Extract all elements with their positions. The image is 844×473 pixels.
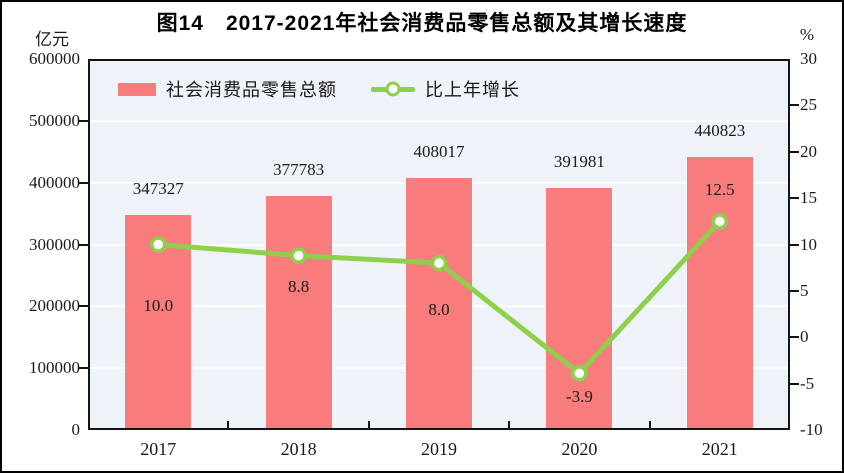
left-axis-label-0: 0	[71, 420, 81, 439]
right-tick-15	[790, 197, 799, 200]
line-marker-2021	[711, 213, 729, 230]
bar-2021	[686, 157, 753, 430]
legend-bar-swatch	[118, 82, 156, 96]
growth-value-label-2018: 8.8	[287, 276, 310, 296]
growth-line-series	[149, 213, 729, 382]
left-axis-label-600000: 600000	[29, 49, 80, 68]
right-axis-label--10: -10	[800, 420, 823, 439]
left-tick-400000	[79, 181, 88, 184]
line-marker-2018	[290, 247, 307, 264]
legend-line-marker	[371, 81, 415, 97]
growth-value-label-2021: 12.5	[704, 180, 735, 200]
right-axis-label-0: 0	[800, 327, 809, 347]
legend-item-1: 比上年增长	[371, 76, 520, 102]
bar-2020	[546, 187, 613, 430]
growth-value-label-2019: 8.0	[428, 300, 450, 320]
line-marker-2019	[430, 254, 448, 272]
left-tick-500000	[79, 119, 88, 122]
x-tick-3	[508, 421, 511, 430]
left-tick-100000	[79, 367, 88, 370]
right-tick-0	[790, 336, 799, 339]
bar-2019	[406, 177, 472, 430]
left-axis-unit: 亿元	[35, 30, 69, 49]
bar-value-label-2017: 347327	[132, 179, 184, 199]
x-axis-label-2021: 2021	[701, 439, 738, 459]
plot-area: 347327 377783 408017 391981 440823 10.0 8.8 8.0…	[88, 59, 790, 430]
legend-line-dot	[385, 81, 401, 97]
right-axis-label-10: 10	[800, 234, 817, 254]
right-tick--5	[790, 382, 799, 385]
left-axis-label-200000: 200000	[29, 296, 80, 316]
right-axis-label-25: 25	[800, 95, 817, 115]
left-tick-300000	[79, 243, 88, 246]
chart-title: 图14 2017-2021年社会消费品零售总额及其增长速度	[156, 12, 688, 35]
growth-line	[158, 219, 722, 376]
x-axis-label-2019: 2019	[421, 439, 457, 459]
left-axis-label-300000: 300000	[29, 234, 80, 254]
legend-label-0: 社会消费品零售总额	[166, 80, 337, 100]
legend-item-0: 社会消费品零售总额	[118, 76, 337, 102]
bar-value-label-2019: 408017	[413, 141, 465, 161]
right-axis-label-15: 15	[800, 188, 817, 208]
bar-value-label-2018: 377783	[273, 160, 325, 180]
right-tick-25	[790, 104, 799, 107]
right-axis-label-30: 30	[800, 49, 817, 68]
x-tick-2	[367, 421, 370, 430]
right-tick-10	[790, 243, 799, 246]
right-tick-20	[790, 150, 799, 153]
right-tick-5	[790, 289, 799, 292]
growth-value-label-2020: -3.9	[565, 387, 593, 407]
x-tick-4	[648, 421, 651, 430]
left-axis-label-500000: 500000	[29, 110, 80, 130]
left-axis-label-400000: 400000	[29, 172, 80, 192]
bar-value-label-2021: 440823	[694, 121, 746, 141]
x-axis-label-2017: 2017	[140, 439, 177, 459]
right-axis-label-5: 5	[800, 280, 809, 300]
growth-value-label-2017: 10.0	[143, 295, 174, 315]
bar-2018	[265, 196, 332, 430]
bar-value-label-2020: 391981	[553, 151, 605, 171]
right-axis-label-20: 20	[800, 141, 817, 161]
legend: 社会消费品零售总额 比上年增长	[118, 76, 520, 102]
x-tick-1	[227, 421, 230, 430]
gridline-500000	[88, 119, 790, 122]
left-tick-200000	[79, 305, 88, 308]
left-axis-label-100000: 100000	[29, 358, 80, 378]
legend-label-1: 比上年增长	[425, 80, 520, 100]
x-axis-label-2018: 2018	[280, 439, 317, 459]
right-axis-label--5: -5	[800, 373, 815, 393]
x-axis-label-2020: 2020	[561, 439, 598, 459]
right-axis-unit: %	[799, 25, 815, 44]
line-marker-2017	[149, 236, 167, 253]
line-marker-2020	[571, 365, 588, 382]
